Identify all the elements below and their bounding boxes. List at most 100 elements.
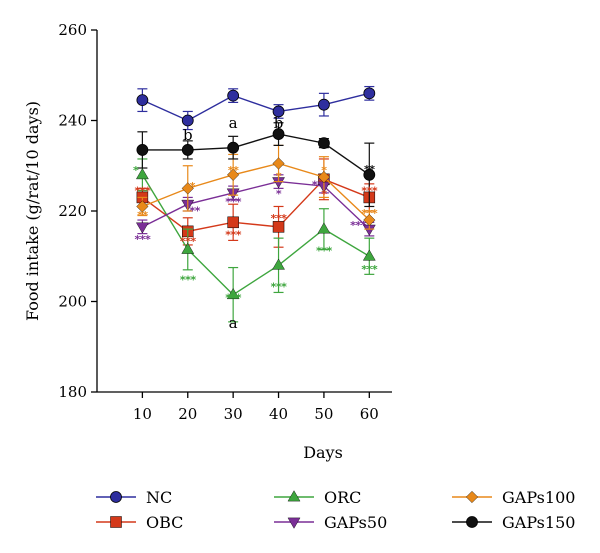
data-point-gaps150 bbox=[318, 137, 330, 150]
legend-marker-orc bbox=[287, 490, 301, 502]
x-tick-label: 10 bbox=[133, 405, 152, 423]
legend-item-gaps150: GAPs150 bbox=[452, 513, 575, 532]
data-point-gaps150 bbox=[181, 144, 194, 156]
x-tick-label: 40 bbox=[269, 405, 288, 423]
x-tick-label: 50 bbox=[314, 405, 333, 423]
series-gaps150 bbox=[136, 122, 376, 208]
significance-stars: ** bbox=[364, 163, 375, 176]
significance-stars: *** bbox=[271, 280, 288, 293]
significance-stars: *** bbox=[225, 292, 242, 305]
y-axis-label: Food intake (g/rat/10 days) bbox=[23, 101, 42, 321]
y-tick-label: 220 bbox=[58, 202, 87, 220]
x-tick-label: 60 bbox=[360, 405, 379, 423]
data-point-gaps50 bbox=[135, 222, 149, 234]
significance-stars: ** bbox=[228, 164, 239, 177]
data-point-nc bbox=[136, 94, 149, 107]
legend-item-orc: ORC bbox=[274, 488, 361, 507]
data-point-gaps100 bbox=[363, 213, 376, 227]
significance-stars: ** bbox=[312, 178, 323, 191]
significance-letter: b bbox=[183, 126, 193, 144]
legend-label-gaps100: GAPs100 bbox=[502, 488, 575, 507]
significance-letter: a bbox=[229, 314, 238, 332]
significance-stars: *** bbox=[361, 184, 378, 197]
data-point-nc bbox=[363, 87, 376, 100]
data-point-gaps100 bbox=[227, 168, 240, 181]
data-point-gaps100 bbox=[136, 200, 149, 213]
legend: NC ORC GAPs100 OBC GAPs50 GAPs150 bbox=[96, 488, 575, 532]
data-point-obc bbox=[272, 221, 285, 233]
significance-stars: ** bbox=[189, 205, 200, 218]
data-point-gaps100 bbox=[181, 182, 194, 195]
significance-stars: *** bbox=[316, 245, 333, 258]
annotations-layer: ba ba************************************… bbox=[133, 114, 378, 332]
x-tick-label: 30 bbox=[224, 405, 243, 423]
y-tick-label: 240 bbox=[58, 112, 87, 130]
data-point-orc bbox=[181, 242, 195, 254]
significance-stars: *** bbox=[135, 233, 152, 246]
legend-marker-obc bbox=[110, 516, 122, 528]
significance-stars: *** bbox=[180, 274, 197, 287]
significance-stars: *** bbox=[361, 207, 378, 220]
y-tick-label: 260 bbox=[58, 21, 87, 39]
data-point-orc bbox=[317, 222, 331, 234]
series-gaps100 bbox=[136, 144, 376, 230]
significance-stars: * bbox=[321, 188, 327, 201]
series-orc bbox=[135, 158, 376, 323]
series-layer bbox=[135, 85, 376, 323]
legend-label-obc: OBC bbox=[146, 513, 183, 532]
legend-item-obc: OBC bbox=[96, 513, 183, 532]
legend-label-nc: NC bbox=[146, 488, 172, 507]
data-point-gaps100 bbox=[317, 171, 330, 184]
data-point-orc bbox=[226, 287, 240, 300]
significance-stars: * bbox=[276, 170, 282, 183]
significance-letter: a bbox=[229, 114, 238, 132]
data-point-gaps150 bbox=[227, 141, 240, 154]
series-line-gaps50 bbox=[142, 180, 370, 230]
legend-item-nc: NC bbox=[96, 488, 172, 507]
significance-letter: b bbox=[274, 114, 284, 132]
significance-stars: *** bbox=[225, 196, 242, 209]
data-point-orc bbox=[135, 168, 149, 180]
significance-stars: * bbox=[321, 164, 327, 177]
legend-label-gaps150: GAPs150 bbox=[502, 513, 575, 532]
significance-stars: * bbox=[190, 180, 196, 193]
significance-stars: * bbox=[133, 164, 139, 177]
significance-stars: * bbox=[276, 188, 282, 201]
legend-label-gaps50: GAPs50 bbox=[324, 513, 387, 532]
series-line-orc bbox=[141, 174, 370, 296]
series-gaps50 bbox=[135, 174, 376, 237]
significance-stars: *** bbox=[225, 228, 242, 241]
data-point-orc bbox=[272, 258, 285, 270]
series-nc bbox=[136, 85, 376, 131]
series-line-gaps100 bbox=[142, 162, 370, 221]
data-point-gaps150 bbox=[272, 128, 285, 140]
legend-marker-gaps150 bbox=[466, 516, 478, 528]
x-tick-label: 20 bbox=[178, 405, 197, 423]
data-point-obc bbox=[227, 216, 239, 229]
x-axis-label: Days bbox=[303, 443, 343, 462]
legend-marker-nc bbox=[110, 491, 122, 503]
significance-stars: *** bbox=[271, 212, 288, 225]
data-point-nc bbox=[181, 114, 194, 127]
series-line-gaps150 bbox=[142, 133, 370, 176]
data-point-nc bbox=[227, 89, 240, 102]
data-point-gaps100 bbox=[272, 157, 285, 170]
significance-stars: *** bbox=[350, 219, 367, 232]
data-point-gaps150 bbox=[363, 168, 376, 181]
series-line-obc bbox=[141, 178, 370, 233]
y-ticks: 180 200 220 240 260 bbox=[58, 21, 97, 401]
significance-stars: ** bbox=[137, 209, 148, 222]
y-tick-label: 200 bbox=[58, 293, 87, 311]
significance-stars: *** bbox=[361, 263, 378, 276]
legend-marker-gaps50 bbox=[287, 517, 301, 529]
legend-item-gaps100: GAPs100 bbox=[452, 488, 575, 507]
series-obc bbox=[136, 158, 376, 248]
data-point-gaps150 bbox=[136, 144, 149, 156]
legend-item-gaps50: GAPs50 bbox=[274, 513, 387, 532]
x-ticks: 10 20 30 40 50 60 bbox=[133, 392, 379, 423]
series-line-nc bbox=[142, 92, 370, 122]
data-point-orc bbox=[362, 249, 376, 261]
significance-stars: *** bbox=[135, 184, 152, 197]
y-tick-label: 180 bbox=[58, 383, 87, 401]
